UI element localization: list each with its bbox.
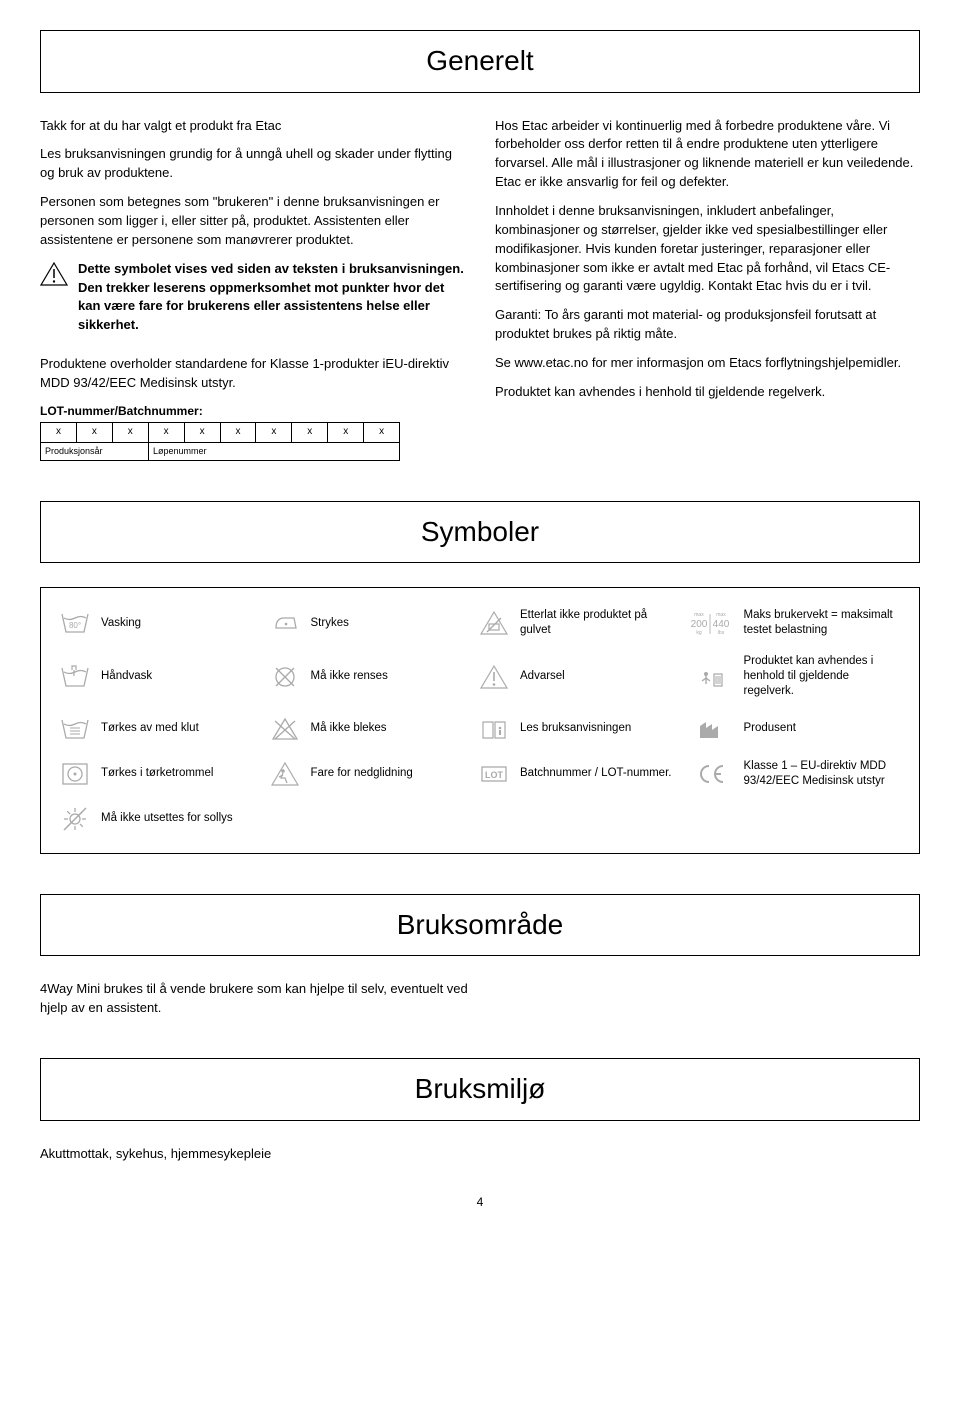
heading-generelt: Generelt: [51, 41, 909, 82]
para: Hos Etac arbeider vi kontinuerlig med å …: [495, 117, 920, 192]
empty-icon: [688, 805, 734, 833]
symbol-label: Maks brukervekt = maksimalt testet belas…: [744, 608, 902, 638]
lot-sub-serial: Løpenummer: [149, 443, 399, 460]
maxweight-icon: maxmax200440kglbs: [688, 609, 734, 637]
symbol-label: Batchnummer / LOT-nummer.: [520, 766, 678, 781]
para: Garanti: To års garanti mot material- og…: [495, 306, 920, 344]
generelt-left-col: Takk for at du har valgt et produkt fra …: [40, 117, 465, 461]
symbol-label: Vasking: [101, 616, 259, 631]
symbol-label: Fare for nedglidning: [311, 766, 469, 781]
nobleach-icon: [269, 715, 301, 743]
lot-grid: x x x x x x x x x x: [40, 422, 400, 443]
lot-cell: x: [328, 423, 364, 442]
symbols-grid: 80° Vasking Strykes Etterlat ikke produktet…: [59, 608, 901, 833]
page-number: 4: [40, 1194, 920, 1211]
section-bruksomrade-title: Bruksområde: [40, 894, 920, 957]
norinse-icon: [269, 663, 301, 691]
empty-icon: [478, 805, 510, 833]
nosun-icon: [59, 805, 91, 833]
handwash-icon: [59, 663, 91, 691]
slip-icon: [269, 760, 301, 788]
lot-label: LOT-nummer/Batchnummer:: [40, 403, 465, 420]
lot-cell: x: [364, 423, 399, 442]
lot-cell: x: [292, 423, 328, 442]
symbol-label: Etterlat ikke produktet på gulvet: [520, 608, 678, 638]
tumble-icon: [59, 760, 91, 788]
manual-icon: [478, 715, 510, 743]
para: Les bruksanvisningen grundig for å unngå…: [40, 145, 465, 183]
svg-text:max: max: [694, 612, 704, 618]
iron-icon: [269, 609, 301, 637]
symbol-label: Produsent: [744, 721, 902, 736]
svg-text:LOT: LOT: [485, 770, 503, 780]
symbol-label: Advarsel: [520, 669, 678, 684]
para: Produktet kan avhendes i henhold til gje…: [495, 383, 920, 402]
para: Takk for at du har valgt et produkt fra …: [40, 117, 465, 136]
lot-cell: x: [256, 423, 292, 442]
symbol-label: Klasse 1 – EU-direktiv MDD 93/42/EEC Med…: [744, 759, 902, 789]
svg-text:lbs: lbs: [717, 630, 724, 636]
generelt-right-col: Hos Etac arbeider vi kontinuerlig med å …: [495, 117, 920, 461]
symbol-label: Strykes: [311, 616, 469, 631]
mfr-icon: [688, 715, 734, 743]
warning-text: Dette symbolet vises ved siden av tekste…: [78, 260, 465, 335]
section-generelt-title: Generelt: [40, 30, 920, 93]
lot-icon: LOT: [478, 760, 510, 788]
warning-row: Dette symbolet vises ved siden av tekste…: [40, 260, 465, 345]
symbol-label: Tørkes av med klut: [101, 721, 259, 736]
ce-icon: [688, 760, 734, 788]
symbol-label: Produktet kan avhendes i henhold til gje…: [744, 654, 902, 699]
nofloor-icon: [478, 609, 510, 637]
lot-sub-row: Produksjonsår Løpenummer: [40, 443, 400, 461]
empty-icon: [269, 805, 301, 833]
para: Innholdet i denne bruksanvisningen, inkl…: [495, 202, 920, 296]
bruksomrade-text: 4Way Mini brukes til å vende brukere som…: [40, 980, 470, 1018]
warning-icon: [40, 262, 68, 286]
svg-text:80°: 80°: [69, 621, 81, 630]
symbol-label: Må ikke renses: [311, 669, 469, 684]
lot-cell: x: [149, 423, 185, 442]
symbol-label: Håndvask: [101, 669, 259, 684]
para: Personen som betegnes som "brukeren" i d…: [40, 193, 465, 250]
section-bruksmiljo-title: Bruksmiljø: [40, 1058, 920, 1121]
generelt-columns: Takk for at du har valgt et produkt fra …: [40, 117, 920, 461]
section-symboler-title: Symboler: [40, 501, 920, 564]
lot-cell: x: [41, 423, 77, 442]
lot-cell: x: [77, 423, 113, 442]
symbol-label: Må ikke blekes: [311, 721, 469, 736]
heading-bruksmiljo: Bruksmiljø: [51, 1069, 909, 1110]
svg-text:440: 440: [712, 619, 729, 630]
lot-cell: x: [221, 423, 257, 442]
lot-sub-year: Produksjonsår: [41, 443, 149, 460]
para: Se www.etac.no for mer informasjon om Et…: [495, 354, 920, 373]
symbols-box: 80° Vasking Strykes Etterlat ikke produktet…: [40, 587, 920, 854]
heading-symboler: Symboler: [51, 512, 909, 553]
svg-text:kg: kg: [696, 630, 702, 636]
symbol-label: Må ikke utsettes for sollys: [101, 811, 259, 826]
para: Produktene overholder standardene for Kl…: [40, 355, 465, 393]
svg-text:200: 200: [690, 619, 707, 630]
warn-icon: [478, 663, 510, 691]
lot-cell: x: [113, 423, 149, 442]
wipe-icon: [59, 715, 91, 743]
bruksmiljo-text: Akuttmottak, sykehus, hjemmesykepleie: [40, 1145, 920, 1164]
wash80-icon: 80°: [59, 609, 91, 637]
symbol-label: Les bruksanvisningen: [520, 721, 678, 736]
heading-bruksomrade: Bruksområde: [51, 905, 909, 946]
recycle-icon: [688, 663, 734, 691]
lot-cell: x: [185, 423, 221, 442]
symbol-label: Tørkes i tørketrommel: [101, 766, 259, 781]
svg-text:max: max: [716, 612, 726, 618]
